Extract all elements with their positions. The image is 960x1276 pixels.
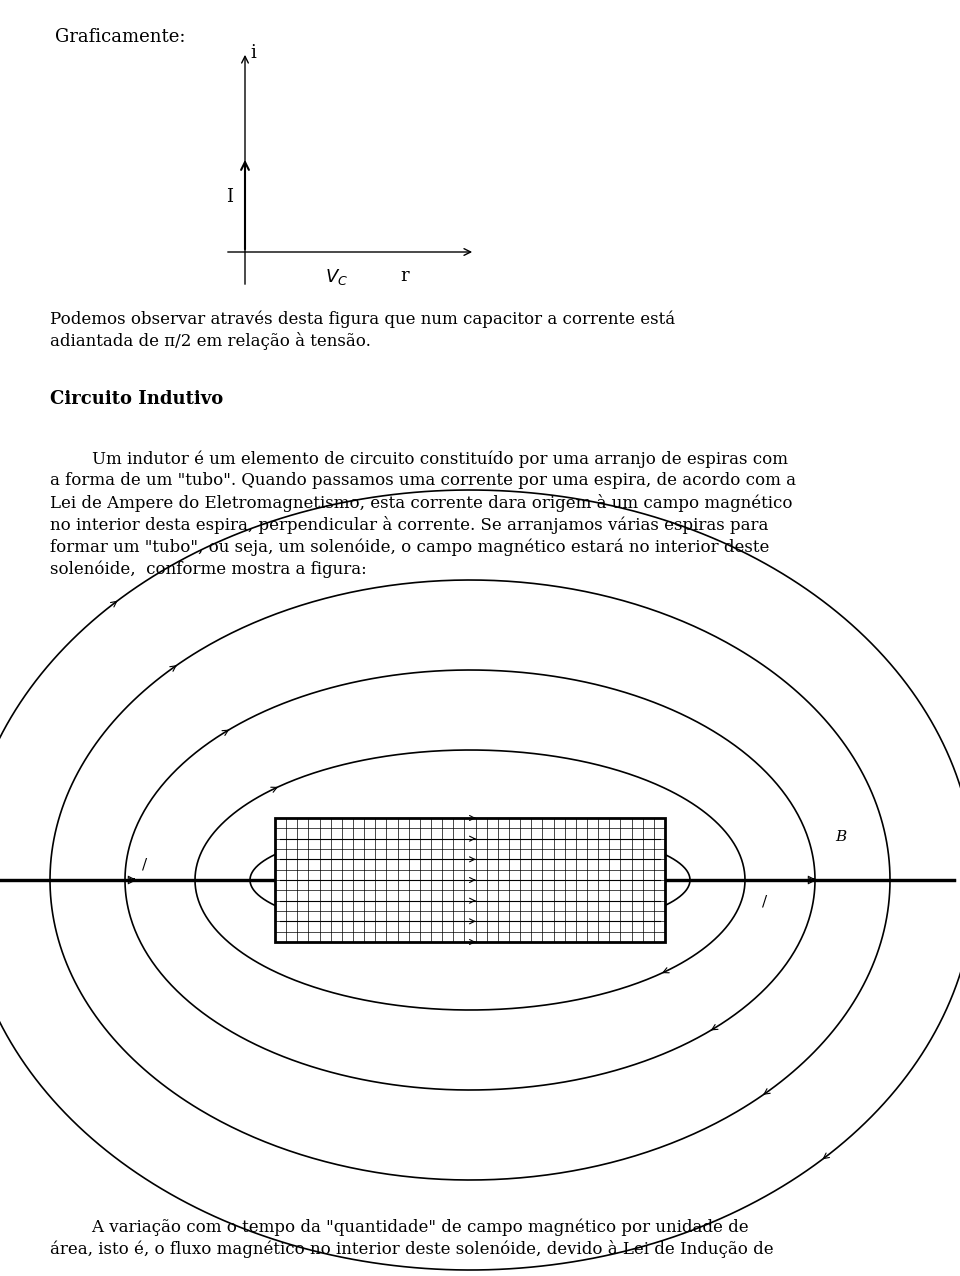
Text: Lei de Ampere do Eletromagnetismo, esta corrente dara origem à um campo magnétic: Lei de Ampere do Eletromagnetismo, esta … <box>50 494 793 512</box>
Text: $V_C$: $V_C$ <box>325 267 348 287</box>
Text: I: I <box>226 188 233 205</box>
Text: B: B <box>835 829 847 843</box>
Text: solenóide,  conforme mostra a figura:: solenóide, conforme mostra a figura: <box>50 560 367 578</box>
Text: Graficamente:: Graficamente: <box>55 28 185 46</box>
Text: a forma de um "tubo". Quando passamos uma corrente por uma espira, de acordo com: a forma de um "tubo". Quando passamos um… <box>50 472 796 489</box>
Bar <box>275 818 665 942</box>
Text: r: r <box>400 267 409 285</box>
Text: /: / <box>762 894 768 909</box>
Text: adiantada de π/2 em relação à tensão.: adiantada de π/2 em relação à tensão. <box>50 332 371 350</box>
Text: i: i <box>250 43 256 63</box>
Text: Podemos observar através desta figura que num capacitor a corrente está: Podemos observar através desta figura qu… <box>50 310 675 328</box>
Text: formar um "tubo", ou seja, um solenóide, o campo magnético estará no interior de: formar um "tubo", ou seja, um solenóide,… <box>50 538 769 555</box>
Bar <box>275 818 665 942</box>
Text: /: / <box>142 857 148 872</box>
Text: Um indutor é um elemento de circuito constituído por uma arranjo de espiras com: Um indutor é um elemento de circuito con… <box>50 450 788 467</box>
Text: área, isto é, o fluxo magnético no interior deste solenóide, devido à Lei de Ind: área, isto é, o fluxo magnético no inter… <box>50 1240 774 1258</box>
Text: no interior desta espira, perpendicular à corrente. Se arranjamos várias espiras: no interior desta espira, perpendicular … <box>50 516 768 533</box>
Text: Circuito Indutivo: Circuito Indutivo <box>50 390 224 408</box>
Text: A variação com o tempo da "quantidade" de campo magnético por unidade de: A variação com o tempo da "quantidade" d… <box>50 1219 749 1235</box>
